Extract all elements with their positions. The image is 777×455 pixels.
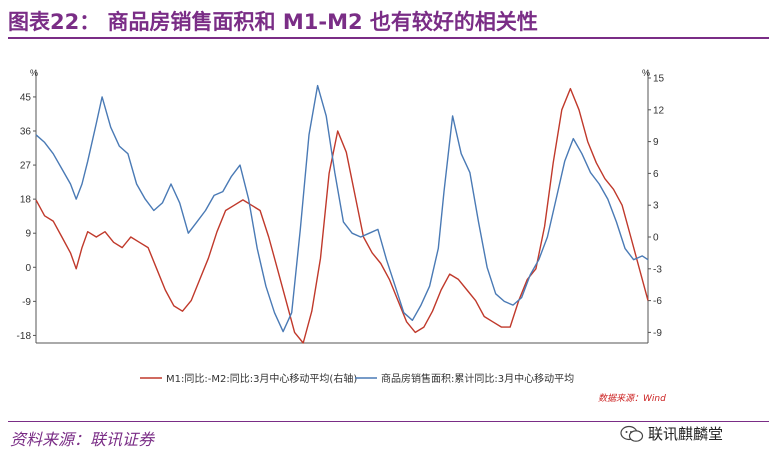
series-layer <box>35 84 649 344</box>
data-source-watermark: 数据来源：Wind <box>598 393 666 404</box>
right-axis-unit: % <box>642 68 650 78</box>
right-tick-label: 9 <box>653 137 659 148</box>
left-tick-label: 36 <box>20 127 32 138</box>
chart-axes: %%-18-90918273645-9-6-30369121500-1202-1… <box>17 68 665 344</box>
right-tick-label: 0 <box>653 233 659 244</box>
right-tick-label: -3 <box>653 264 662 275</box>
legend-label-1: M1:同比:-M2:同比:3月中心移动平均(右轴) <box>166 372 357 385</box>
left-tick-label: 0 <box>25 263 31 274</box>
left-tick-label: 27 <box>20 161 32 172</box>
footer-rule <box>8 421 769 422</box>
source-note: 资料来源：联讯证券 <box>10 430 155 449</box>
left-tick-label: 45 <box>20 92 32 103</box>
series-line-2 <box>35 84 649 333</box>
line-chart: %%-18-90918273645-9-6-30369121500-1202-1… <box>17 68 667 404</box>
chart-title: 图表22： 商品房销售面积和 M1-M2 也有较好的相关性 <box>8 10 538 34</box>
right-tick-label: 3 <box>653 201 659 212</box>
left-tick-label: -9 <box>22 297 31 308</box>
left-axis-unit: % <box>30 68 38 78</box>
title-rule <box>8 37 769 39</box>
wechat-icon <box>620 425 644 442</box>
legend-label-2: 商品房销售面积:累计同比:3月中心移动平均 <box>381 372 574 385</box>
chart-legend: M1:同比:-M2:同比:3月中心移动平均(右轴) 商品房销售面积:累计同比:3月… <box>140 372 574 385</box>
right-tick-label: -6 <box>653 296 662 307</box>
brand-name: 联讯麒麟堂 <box>648 425 724 443</box>
series-line-1 <box>35 87 649 344</box>
left-tick-label: -18 <box>17 331 32 342</box>
left-tick-label: 18 <box>20 195 32 206</box>
right-tick-label: -9 <box>653 328 662 339</box>
left-tick-label: 9 <box>25 229 31 240</box>
brand-mark: 联讯麒麟堂 <box>620 423 723 444</box>
right-tick-label: 12 <box>653 105 665 116</box>
right-tick-label: 6 <box>653 169 659 180</box>
right-tick-label: 15 <box>653 74 665 85</box>
